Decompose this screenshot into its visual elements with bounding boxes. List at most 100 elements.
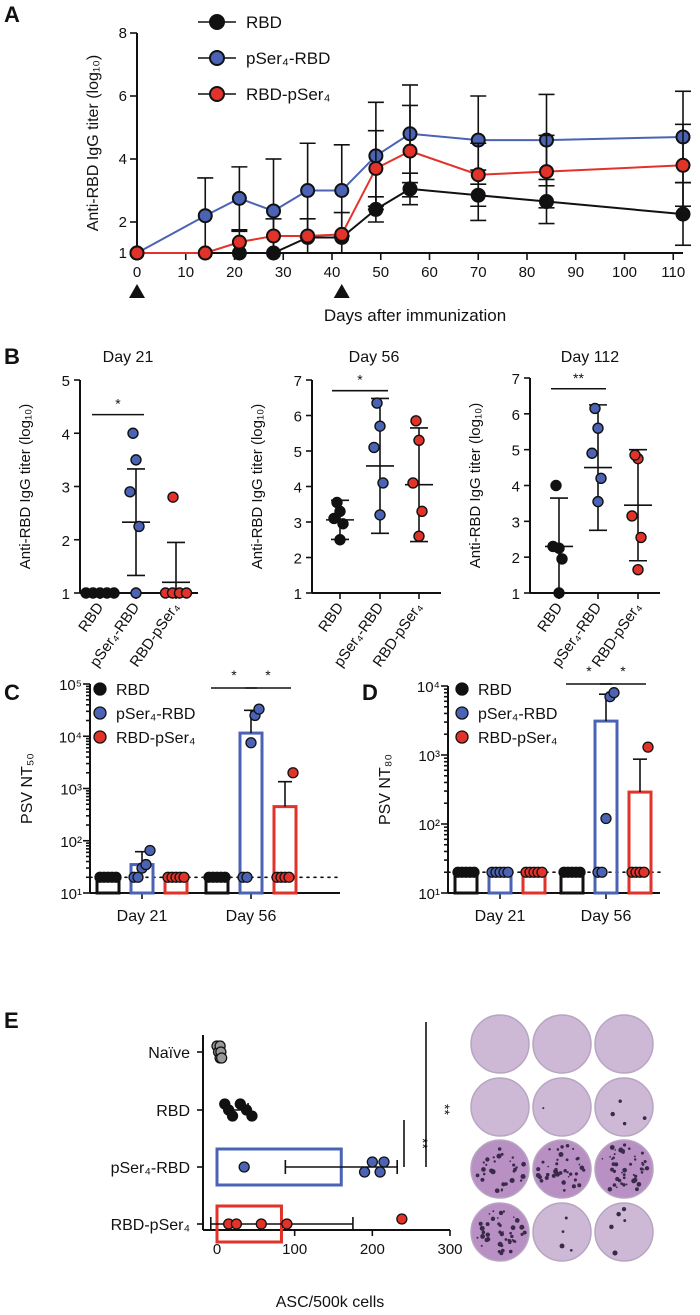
well	[594, 1014, 654, 1074]
spot	[497, 1241, 503, 1247]
spot	[621, 1207, 627, 1212]
spot	[512, 1216, 515, 1218]
data-point	[331, 496, 343, 509]
spot	[612, 1169, 617, 1173]
spot	[561, 1180, 566, 1185]
well	[594, 1077, 654, 1137]
y-axis-title: Anti-RBD IgG titer (log₁₀)	[85, 55, 102, 232]
spot	[501, 1182, 506, 1187]
spot	[485, 1232, 490, 1237]
panel-e-chart: 0 100 200 300 ASC/500k cells Naïve RBD pSer₄-RB…	[111, 1014, 654, 1311]
x-tick-label: 20	[226, 264, 243, 281]
spot	[641, 1161, 644, 1164]
x-tick-label: 90	[567, 264, 584, 281]
well	[532, 1014, 592, 1074]
data-point	[374, 509, 386, 521]
subplot-title: Day 56	[349, 349, 400, 366]
spot	[616, 1211, 621, 1217]
panel-label-e: E	[4, 1008, 19, 1033]
spot	[521, 1161, 526, 1167]
x-tick-label: 100	[612, 264, 637, 281]
subplot-title: Day 112	[561, 349, 620, 366]
spot	[502, 1231, 504, 1233]
data-point	[241, 871, 253, 883]
data-point	[253, 703, 265, 715]
significance-label: **	[415, 1138, 431, 1149]
data-point	[334, 534, 346, 546]
spot	[520, 1232, 524, 1236]
well	[470, 1077, 530, 1137]
spot	[642, 1116, 647, 1120]
spot	[612, 1156, 615, 1160]
data-point	[144, 844, 156, 857]
x-tick-label: 70	[470, 264, 487, 281]
spot	[631, 1178, 637, 1184]
data-point	[246, 1110, 258, 1122]
spot	[492, 1210, 495, 1213]
spot	[494, 1188, 500, 1194]
spot	[485, 1157, 490, 1162]
x-axis-title: ASC/500k cells	[276, 1294, 385, 1311]
data-point	[539, 164, 554, 180]
x-axis-title: Days after immunization	[324, 306, 506, 325]
data-point	[574, 866, 586, 878]
y-tick-label: 3	[294, 515, 302, 532]
y-tick-label: 4	[119, 151, 127, 168]
spot	[559, 1243, 565, 1249]
panel-d-chart: 10¹ 10² 10³ 10⁴ PSV NT₈₀ Day 21 Day 56 * * RBD pSe…	[377, 663, 661, 925]
spot	[623, 1219, 627, 1223]
data-point	[368, 441, 380, 454]
x-tick-label: 0	[133, 264, 141, 281]
data-point	[396, 1213, 408, 1225]
data-point	[337, 518, 349, 530]
spot	[498, 1224, 502, 1228]
data-point	[133, 520, 145, 533]
spot	[481, 1230, 486, 1235]
spot	[621, 1171, 623, 1174]
spot	[500, 1152, 504, 1156]
data-point	[178, 871, 190, 883]
spot	[644, 1166, 650, 1171]
x-tick-label: 110	[661, 264, 685, 281]
spot	[569, 1172, 573, 1176]
spot	[496, 1217, 499, 1219]
spot	[500, 1248, 505, 1253]
spot	[622, 1143, 627, 1147]
spot	[485, 1222, 490, 1227]
spot	[609, 1145, 615, 1150]
data-point	[629, 449, 641, 461]
spot	[611, 1162, 616, 1166]
spot	[537, 1174, 543, 1180]
data-point	[287, 767, 299, 779]
elispot-wells-image	[470, 1014, 654, 1262]
data-point	[231, 234, 247, 250]
panel-label-c: C	[4, 680, 20, 705]
spot	[566, 1171, 569, 1174]
data-point	[642, 741, 654, 753]
y-tick-label: 2	[512, 550, 520, 567]
spot	[541, 1160, 545, 1164]
spot	[488, 1213, 491, 1215]
x-tick-label: 10	[177, 264, 194, 281]
spot	[571, 1184, 576, 1189]
legend-label: RBD-pSer₄	[116, 730, 195, 747]
data-point	[592, 422, 604, 434]
significance-label: *	[357, 372, 363, 388]
spot	[622, 1167, 627, 1173]
legend-marker	[209, 86, 225, 102]
data-point	[266, 203, 281, 219]
spot	[633, 1158, 637, 1161]
legend-marker	[93, 682, 107, 696]
data-point	[536, 866, 548, 878]
data-point	[300, 228, 316, 244]
data-point	[230, 1218, 243, 1230]
spot	[479, 1225, 485, 1231]
significance-label: *	[620, 663, 626, 679]
spot	[508, 1240, 512, 1245]
spot	[485, 1163, 488, 1166]
spot	[564, 1216, 568, 1220]
y-tick-label: 4	[62, 426, 70, 443]
y-tick-label: Naïve	[148, 1045, 190, 1062]
